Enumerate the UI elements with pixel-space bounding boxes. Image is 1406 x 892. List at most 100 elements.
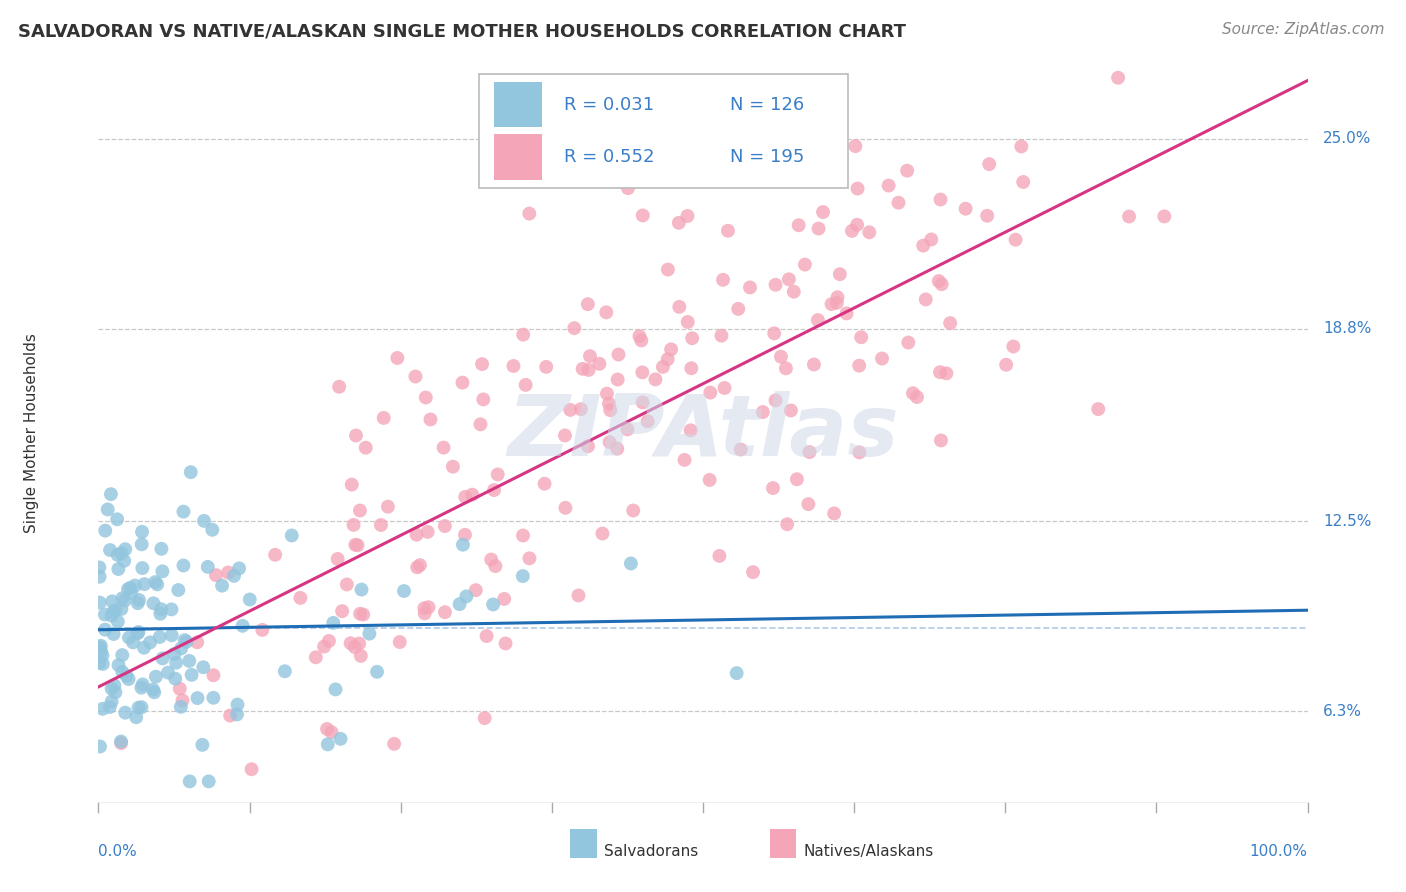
- Point: [912, 238, 935, 252]
- Point: [486, 467, 509, 482]
- Point: [1012, 175, 1035, 189]
- Point: [105, 512, 128, 526]
- Point: [877, 178, 900, 193]
- Point: [794, 258, 817, 272]
- Point: [169, 681, 191, 696]
- Point: [905, 390, 928, 404]
- Point: [98, 543, 121, 558]
- Point: [631, 365, 654, 379]
- Point: [127, 596, 149, 610]
- Point: [89, 656, 111, 670]
- Point: [124, 578, 146, 592]
- Point: [419, 412, 441, 426]
- Point: [598, 397, 620, 411]
- Point: [240, 762, 263, 776]
- Point: [110, 736, 132, 750]
- Text: ZIPAtlas: ZIPAtlas: [508, 391, 898, 475]
- Point: [409, 558, 432, 573]
- Point: [591, 526, 613, 541]
- Point: [668, 300, 690, 314]
- Point: [193, 660, 215, 674]
- Point: [104, 685, 127, 699]
- Point: [305, 650, 328, 665]
- Point: [373, 411, 395, 425]
- Point: [841, 224, 863, 238]
- Point: [100, 487, 122, 501]
- Point: [211, 579, 233, 593]
- Point: [160, 628, 183, 642]
- Point: [935, 367, 957, 381]
- Point: [482, 483, 505, 497]
- Point: [226, 698, 249, 712]
- Point: [114, 542, 136, 557]
- Point: [823, 507, 845, 521]
- Point: [172, 505, 194, 519]
- Point: [101, 594, 124, 608]
- Point: [316, 737, 339, 751]
- Point: [418, 600, 440, 615]
- Point: [897, 335, 920, 350]
- Point: [534, 359, 557, 374]
- Point: [567, 589, 589, 603]
- Point: [606, 372, 628, 386]
- Point: [117, 672, 139, 686]
- Point: [120, 581, 142, 595]
- Point: [143, 685, 166, 699]
- Point: [631, 209, 654, 223]
- Point: [150, 541, 173, 556]
- Point: [870, 351, 893, 366]
- Point: [807, 221, 830, 235]
- Point: [201, 523, 224, 537]
- Point: [342, 517, 364, 532]
- Point: [290, 591, 312, 605]
- Point: [578, 363, 600, 377]
- Point: [180, 465, 202, 479]
- Point: [339, 636, 361, 650]
- Point: [607, 347, 630, 361]
- Point: [107, 562, 129, 576]
- FancyBboxPatch shape: [479, 73, 848, 188]
- Point: [512, 569, 534, 583]
- Point: [472, 392, 495, 407]
- Point: [205, 568, 228, 582]
- Point: [807, 313, 830, 327]
- Point: [110, 734, 132, 748]
- Point: [651, 359, 673, 374]
- Point: [104, 603, 127, 617]
- Point: [90, 644, 112, 658]
- Point: [1118, 210, 1140, 224]
- Point: [344, 428, 367, 442]
- Point: [846, 218, 869, 232]
- Point: [392, 584, 415, 599]
- Point: [676, 209, 699, 223]
- Point: [127, 626, 149, 640]
- Point: [995, 358, 1018, 372]
- Point: [343, 640, 366, 654]
- Point: [979, 157, 1001, 171]
- Point: [479, 552, 502, 566]
- Point: [180, 668, 202, 682]
- Point: [197, 560, 219, 574]
- Point: [191, 738, 214, 752]
- Point: [352, 607, 374, 622]
- Point: [742, 565, 765, 579]
- Point: [1107, 70, 1129, 85]
- Point: [120, 586, 142, 600]
- Point: [114, 706, 136, 720]
- Point: [349, 607, 371, 621]
- Point: [456, 590, 478, 604]
- Point: [100, 694, 122, 708]
- Text: N = 126: N = 126: [730, 95, 804, 113]
- Point: [976, 209, 998, 223]
- Point: [765, 277, 787, 292]
- Point: [387, 351, 409, 365]
- Point: [621, 503, 644, 517]
- Point: [631, 395, 654, 409]
- Point: [163, 647, 186, 661]
- Point: [222, 569, 245, 583]
- Point: [931, 277, 953, 292]
- Point: [125, 710, 148, 724]
- Point: [717, 224, 740, 238]
- Point: [562, 321, 585, 335]
- Point: [115, 669, 138, 683]
